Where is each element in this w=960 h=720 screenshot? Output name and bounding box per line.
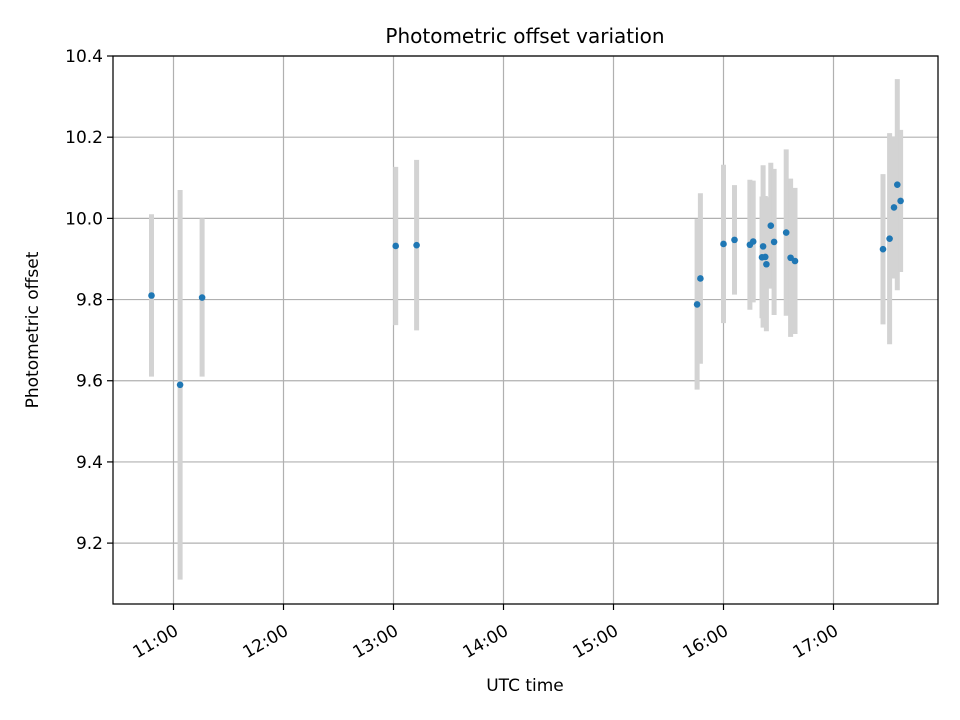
chart-title: Photometric offset variation [385, 24, 664, 48]
data-point [693, 301, 701, 308]
data-point [697, 275, 704, 282]
data-point [782, 229, 790, 236]
data-point [767, 222, 775, 229]
data-point [762, 253, 769, 261]
y-tick-label: 10.2 [65, 128, 103, 148]
data-point [886, 235, 893, 242]
data-point [731, 236, 738, 244]
y-tick-label: 10.4 [65, 47, 103, 67]
y-axis-label: Photometric offset [23, 251, 43, 408]
data-point [198, 294, 206, 301]
data-points [148, 181, 904, 389]
y-tick-label: 10.0 [65, 209, 103, 229]
y-axis-ticks: 9.2 9.4 9.6 9.8 10.0 10.2 10.4 [65, 47, 113, 554]
data-point [720, 240, 727, 248]
data-point [890, 204, 898, 211]
y-tick-label: 9.6 [76, 372, 103, 392]
data-point [148, 292, 155, 299]
x-axis-label: UTC time [486, 676, 564, 696]
data-point [763, 260, 770, 268]
data-point [759, 243, 767, 250]
data-point [749, 238, 757, 245]
y-tick-label: 9.2 [76, 534, 103, 554]
data-point [770, 238, 778, 246]
data-point [879, 245, 887, 253]
y-tick-label: 9.8 [76, 291, 103, 311]
data-point [791, 257, 799, 265]
data-point [894, 181, 901, 188]
data-point [176, 381, 184, 389]
data-point [392, 242, 400, 250]
data-point [897, 197, 904, 205]
data-point [413, 241, 420, 249]
plot-frame [112, 55, 939, 605]
y-tick-label: 9.4 [76, 453, 103, 473]
